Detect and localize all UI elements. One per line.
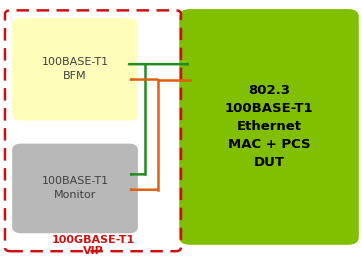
FancyBboxPatch shape (179, 9, 359, 245)
Text: 100BASE-T1
Monitor: 100BASE-T1 Monitor (42, 176, 109, 200)
Text: 100BASE-T1
BFM: 100BASE-T1 BFM (42, 57, 109, 81)
Text: 100GBASE-T1
VIP: 100GBASE-T1 VIP (51, 235, 135, 256)
FancyBboxPatch shape (12, 18, 138, 120)
Text: 802.3
100BASE-T1
Ethernet
MAC + PCS
DUT: 802.3 100BASE-T1 Ethernet MAC + PCS DUT (225, 84, 313, 169)
FancyBboxPatch shape (12, 143, 138, 233)
